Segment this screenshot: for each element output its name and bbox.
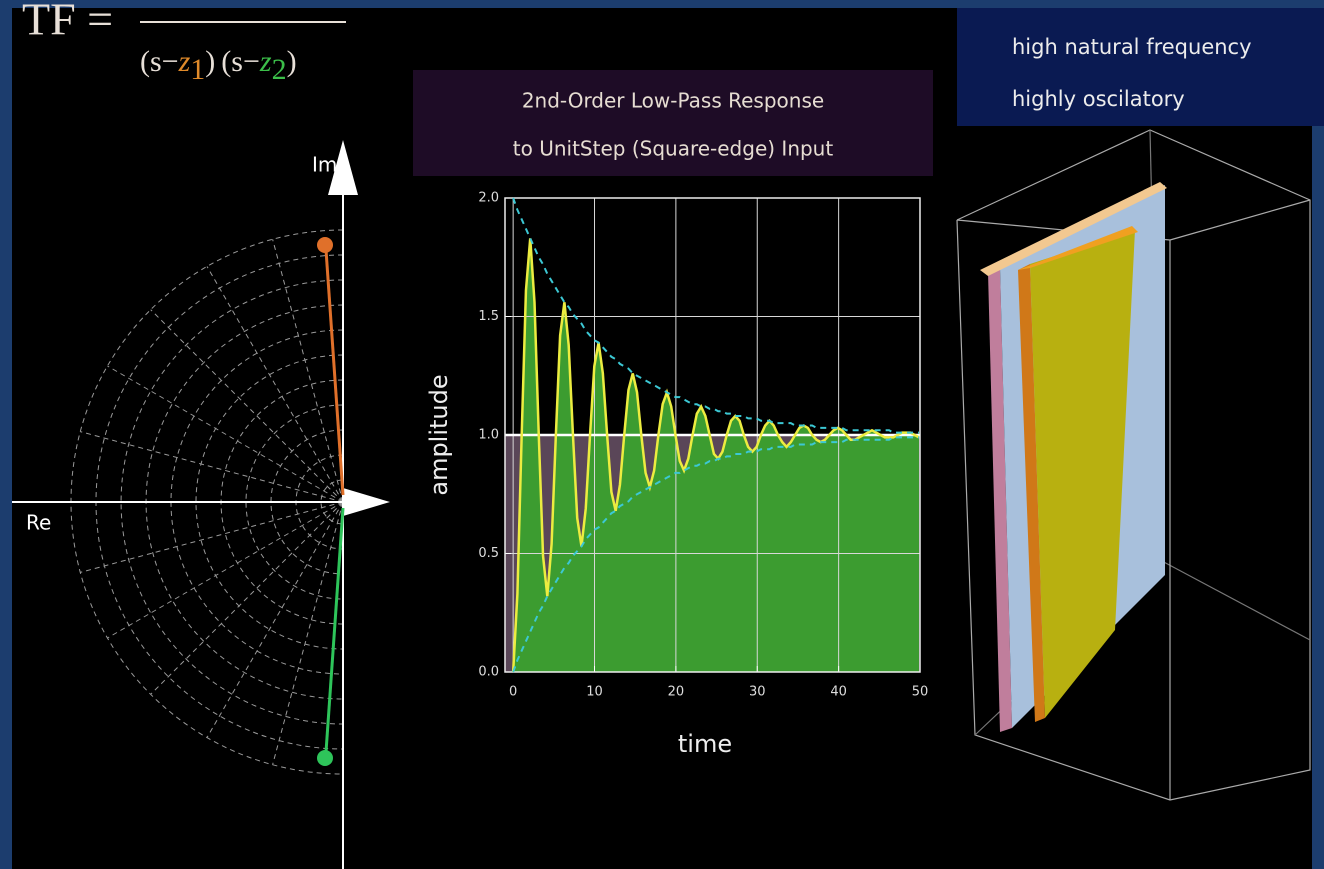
x-tick-label: 50 xyxy=(912,685,929,700)
y-tick-label: 1.0 xyxy=(478,428,499,443)
x-tick-label: 40 xyxy=(830,685,847,700)
formula-part: (s− xyxy=(140,45,179,78)
formula-part: ) xyxy=(287,45,297,78)
y-tick-label: 2.0 xyxy=(478,191,499,206)
imag-label: Im xyxy=(312,153,337,177)
chart-title: 2nd-Order Low-Pass Response xyxy=(522,89,824,113)
info-text: high natural frequency xyxy=(1012,35,1252,59)
chart-title: to UnitStep (Square-edge) Input xyxy=(513,137,834,161)
x-tick-label: 0 xyxy=(509,685,517,700)
y-tick-label: 0.0 xyxy=(478,665,499,680)
chart: 0.0 0.5 1.0 1.5 2.0 0 10 20 30 40 50 xyxy=(478,191,928,700)
y-axis-label: amplitude xyxy=(425,374,453,495)
x-tick-label: 20 xyxy=(668,685,685,700)
formula-part: z xyxy=(178,45,191,78)
formula-part: ) (s− xyxy=(205,45,260,78)
page: TF = (s−z1) (s−z2) Im Re 2nd-Order Low-P… xyxy=(0,0,1324,869)
x-tick-label: 10 xyxy=(586,685,603,700)
formula-part: 2 xyxy=(272,53,287,86)
x-axis-label: time xyxy=(678,730,732,758)
real-label: Re xyxy=(26,511,51,535)
pole xyxy=(317,237,333,253)
formula-part: z xyxy=(259,45,272,78)
y-tick-label: 0.5 xyxy=(478,546,499,561)
formula-part: 1 xyxy=(190,53,205,86)
formula-lhs: TF = xyxy=(22,0,113,45)
x-tick-label: 30 xyxy=(749,685,766,700)
pole xyxy=(317,750,333,766)
screen: TF = (s−z1) (s−z2) Im Re 2nd-Order Low-P… xyxy=(0,0,1324,869)
info-text: highly oscilatory xyxy=(1012,87,1185,111)
y-tick-label: 1.5 xyxy=(478,309,499,324)
